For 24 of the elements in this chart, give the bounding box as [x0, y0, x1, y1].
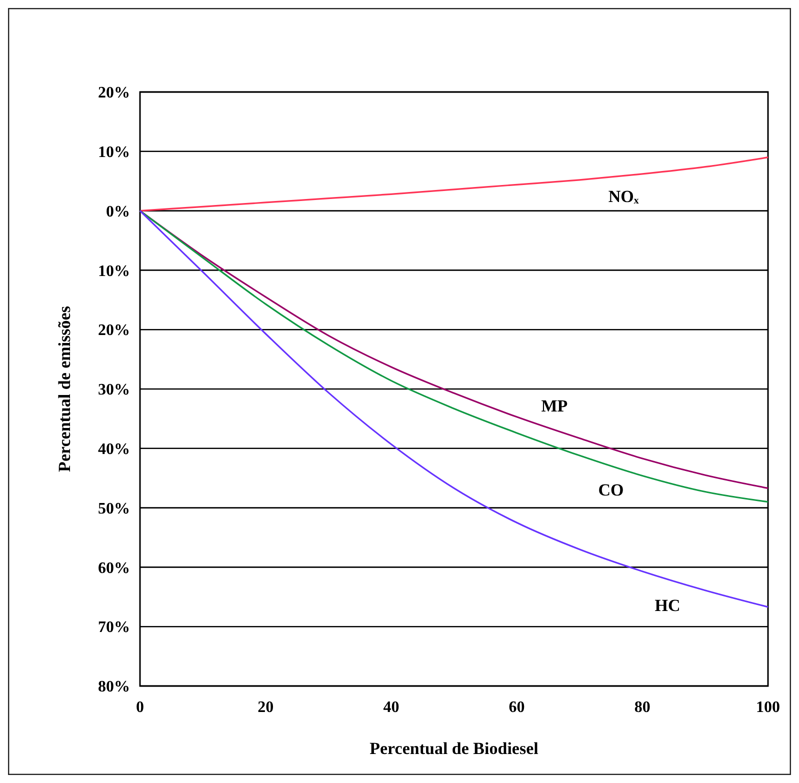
y-tick-label: 20%	[98, 84, 130, 102]
y-tick-label: 10%	[98, 144, 130, 161]
y-tick-label: 40%	[98, 441, 130, 458]
y-tick-label: 30%	[98, 382, 130, 399]
x-tick-label: 20	[258, 699, 274, 716]
x-tick-label: 60	[508, 699, 525, 716]
x-tick-label: 80	[634, 699, 650, 716]
series-label: NOₓ	[608, 186, 639, 206]
y-tick-label: 60%	[98, 560, 130, 577]
y-tick-label: 10%	[98, 262, 130, 280]
line-series	[139, 156, 769, 212]
series-label: HC	[654, 596, 680, 615]
y-tick-label: 50%	[98, 500, 130, 518]
x-tick-label: 100	[756, 699, 780, 716]
y-tick-label: 80%	[98, 678, 130, 696]
y-tick-label: 0%	[106, 203, 130, 220]
x-axis-title: Percentual de Biodiesel	[370, 739, 539, 758]
x-tick-label: 40	[383, 699, 400, 716]
y-tick-label: 20%	[98, 322, 130, 340]
series-label: MP	[541, 396, 568, 416]
y-axis-title: Percentual de emissões	[55, 306, 74, 472]
x-tick-label: 0	[136, 699, 144, 716]
y-tick-label: 70%	[98, 619, 130, 636]
series-label: CO	[598, 480, 624, 500]
